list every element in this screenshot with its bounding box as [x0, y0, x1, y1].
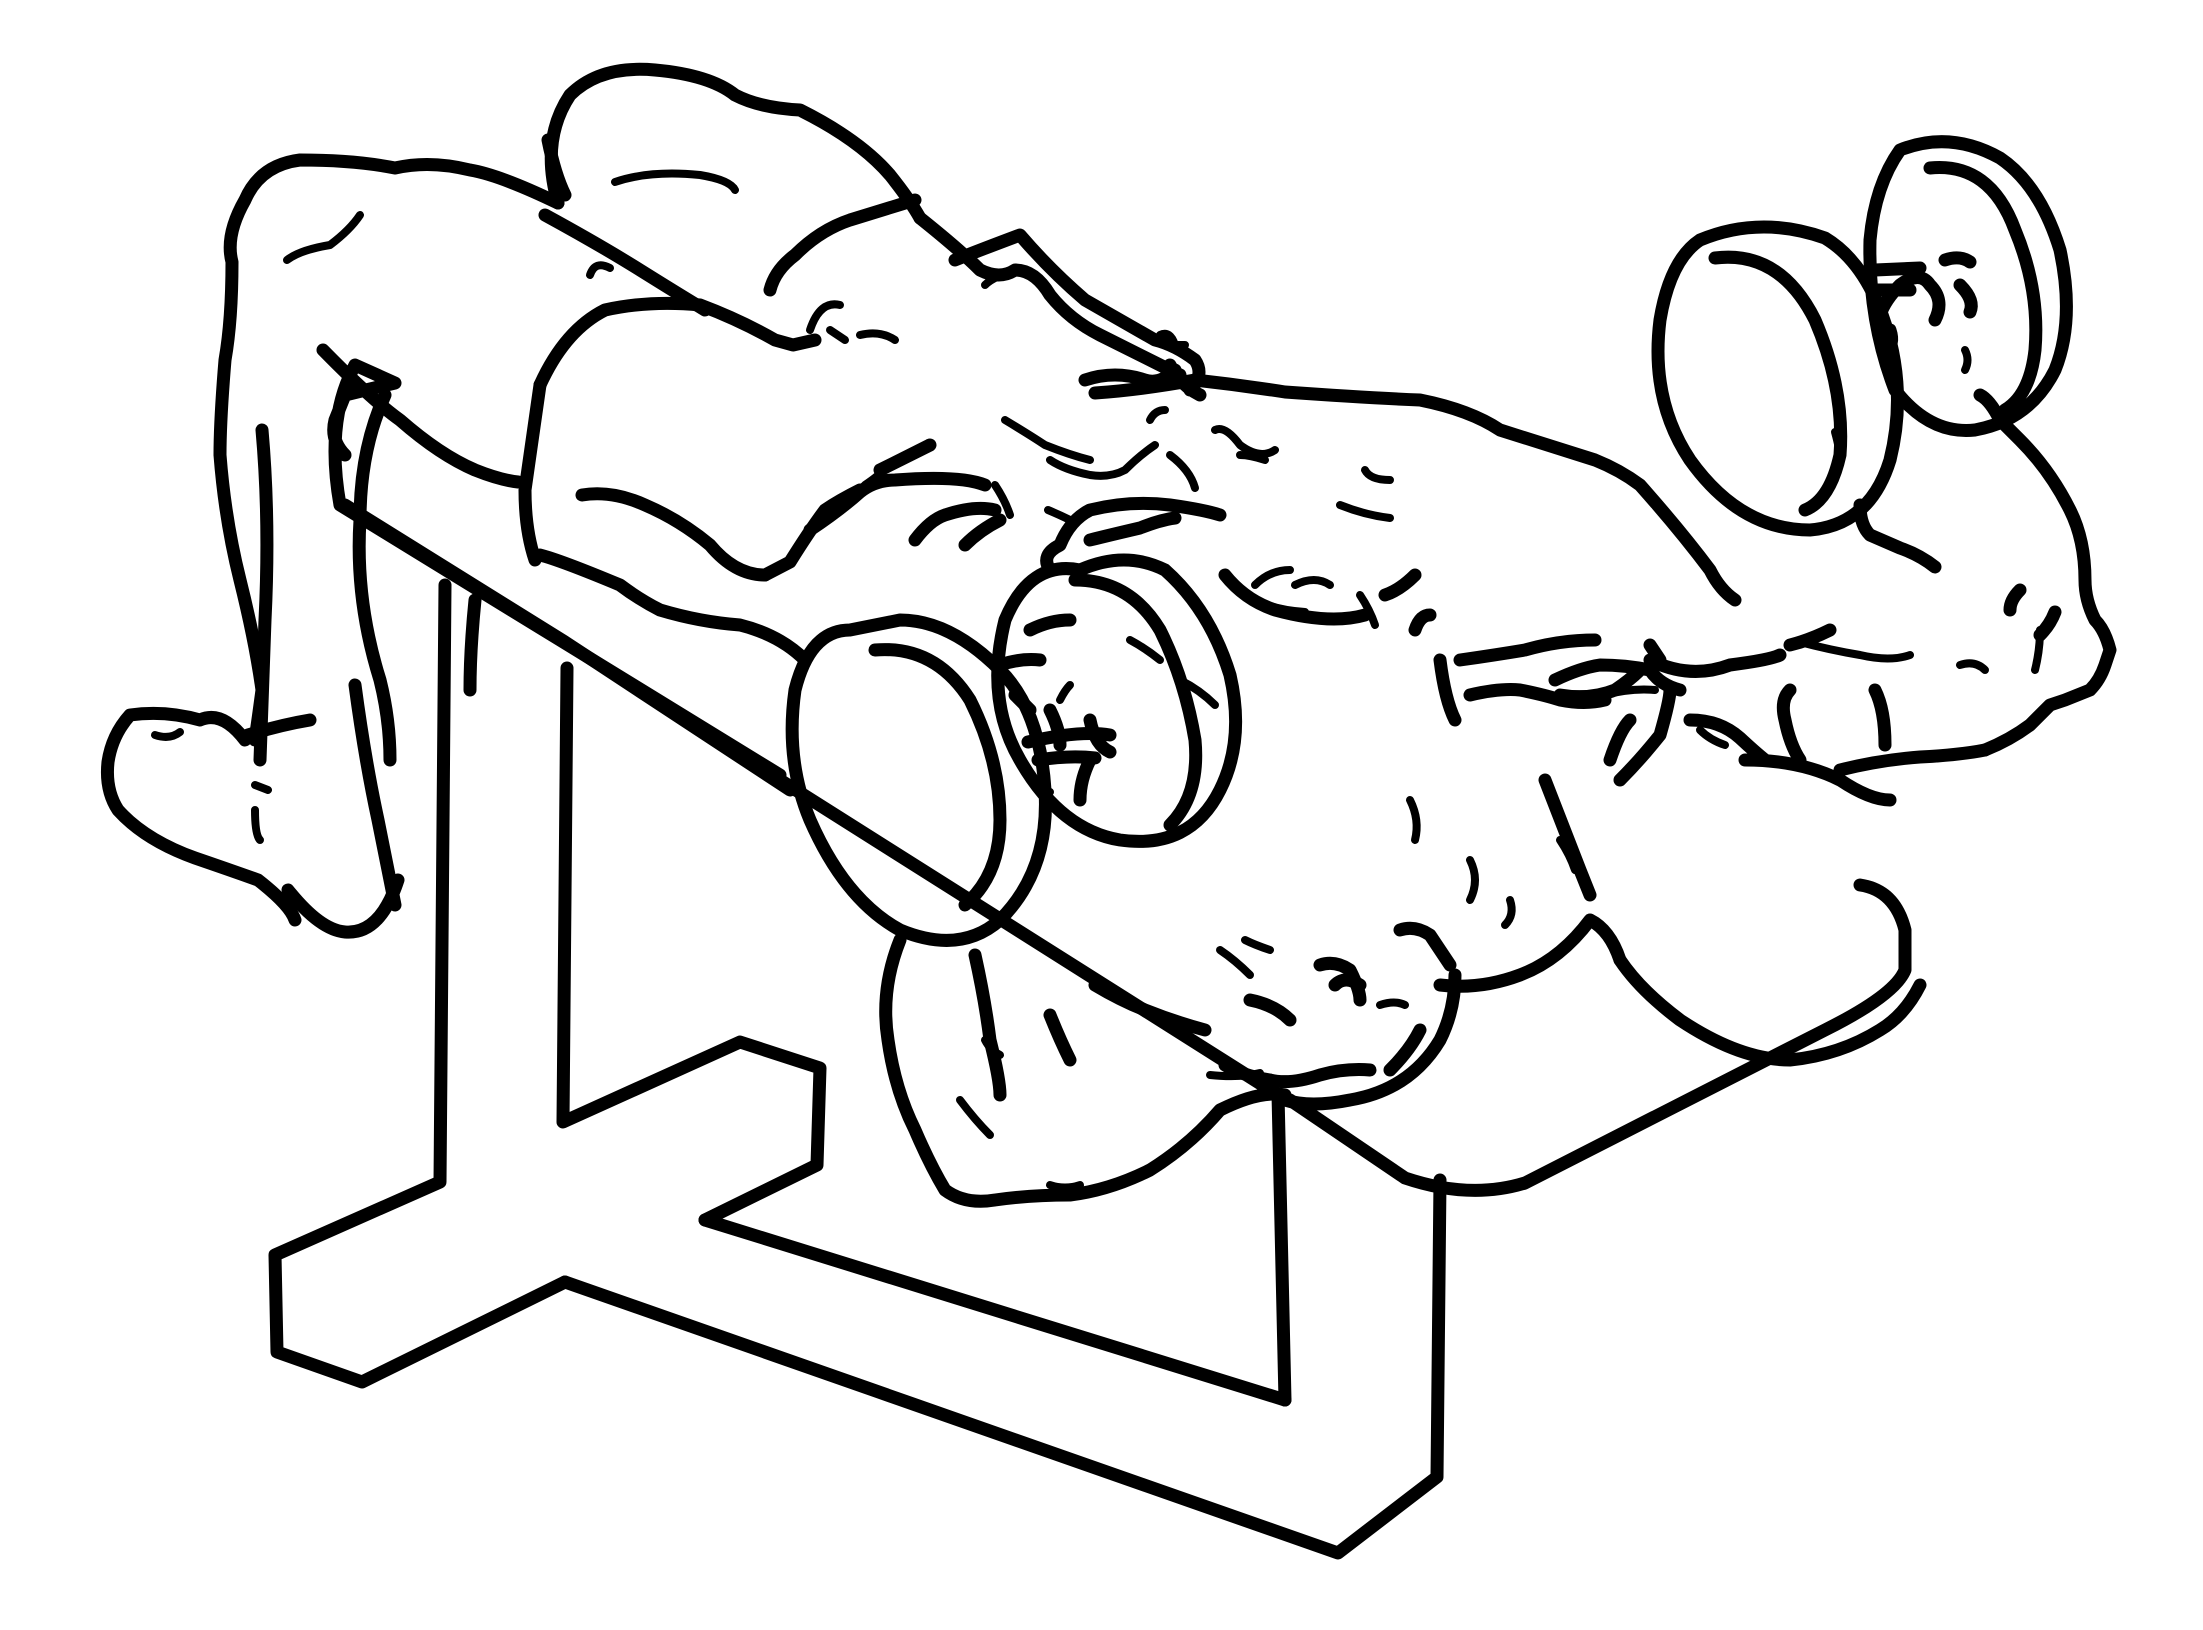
- dumbbell-left: [785, 553, 1243, 947]
- shading-strokes: [956, 591, 1729, 1139]
- dumbbell-right: [1651, 135, 2073, 537]
- decline-bench: [268, 358, 1912, 1560]
- right-arm: [1453, 346, 2117, 902]
- torso: [533, 193, 1742, 667]
- hands: [1553, 251, 1978, 767]
- body-underside: [879, 913, 1927, 1208]
- legs: [101, 62, 927, 939]
